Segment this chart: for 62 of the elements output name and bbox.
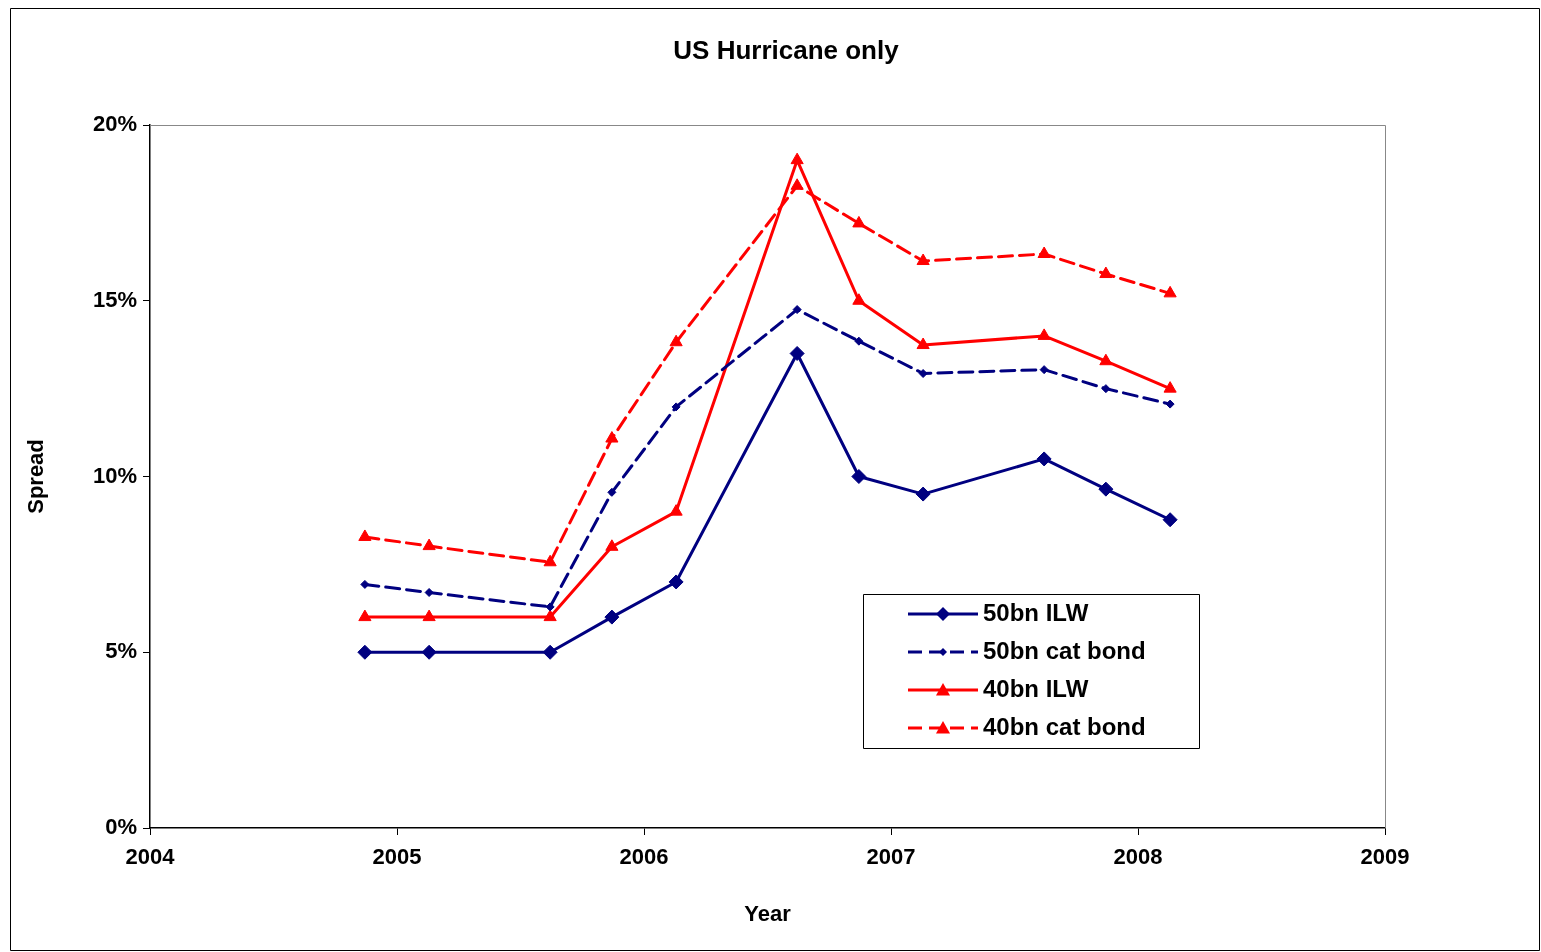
chart-title: US Hurricane only bbox=[673, 35, 900, 66]
legend-label: 50bn cat bond bbox=[983, 636, 1146, 664]
point bbox=[915, 486, 931, 502]
y-tick-label: 0% bbox=[105, 814, 137, 840]
legend-label: 40bn cat bond bbox=[983, 712, 1146, 740]
point bbox=[424, 588, 434, 597]
point bbox=[916, 337, 930, 350]
legend-label: 50bn ILW bbox=[983, 598, 1089, 626]
x-tick-label: 2005 bbox=[372, 844, 422, 870]
point bbox=[358, 529, 372, 541]
point bbox=[543, 554, 557, 567]
point bbox=[671, 402, 681, 412]
point bbox=[1163, 285, 1177, 298]
point bbox=[668, 574, 684, 590]
point bbox=[605, 431, 619, 443]
x-tick-label: 2004 bbox=[125, 844, 176, 870]
y-tick-label: 5% bbox=[105, 638, 137, 664]
point bbox=[1163, 381, 1177, 393]
point bbox=[358, 609, 372, 622]
point bbox=[1162, 512, 1178, 528]
y-tick-label: 10% bbox=[92, 462, 137, 488]
point bbox=[543, 609, 557, 622]
point bbox=[357, 644, 373, 660]
point bbox=[360, 579, 370, 589]
point bbox=[1099, 353, 1113, 366]
y-tick-label: 15% bbox=[92, 286, 137, 312]
point bbox=[542, 644, 558, 660]
x-tick-label: 2008 bbox=[1113, 844, 1163, 870]
point bbox=[1037, 246, 1051, 258]
point bbox=[1039, 365, 1049, 375]
point bbox=[422, 609, 436, 622]
point bbox=[854, 336, 864, 346]
x-tick-label: 2006 bbox=[619, 844, 669, 870]
x-tick-label: 2009 bbox=[1360, 844, 1410, 870]
point bbox=[918, 369, 928, 379]
point bbox=[1165, 399, 1175, 409]
point bbox=[792, 305, 802, 315]
point bbox=[851, 469, 867, 484]
point bbox=[1101, 384, 1111, 394]
y-tick-label: 20% bbox=[92, 111, 137, 137]
x-axis-title: Year bbox=[744, 900, 792, 926]
x-tick-label: 2007 bbox=[866, 844, 916, 870]
point bbox=[604, 609, 620, 625]
point bbox=[790, 178, 804, 190]
point bbox=[916, 253, 930, 266]
point bbox=[1098, 481, 1114, 497]
point bbox=[790, 152, 804, 165]
point bbox=[669, 504, 683, 516]
point bbox=[607, 487, 617, 497]
point bbox=[545, 602, 555, 612]
point bbox=[789, 345, 805, 361]
point bbox=[1036, 451, 1052, 467]
point bbox=[669, 334, 683, 347]
point bbox=[852, 215, 866, 228]
point bbox=[422, 538, 436, 551]
point bbox=[421, 644, 437, 660]
point bbox=[605, 539, 619, 551]
point bbox=[1099, 266, 1113, 279]
legend-label: 40bn ILW bbox=[983, 674, 1089, 702]
y-axis-title: Spread bbox=[23, 439, 49, 514]
point bbox=[852, 293, 866, 305]
point bbox=[1037, 328, 1051, 340]
